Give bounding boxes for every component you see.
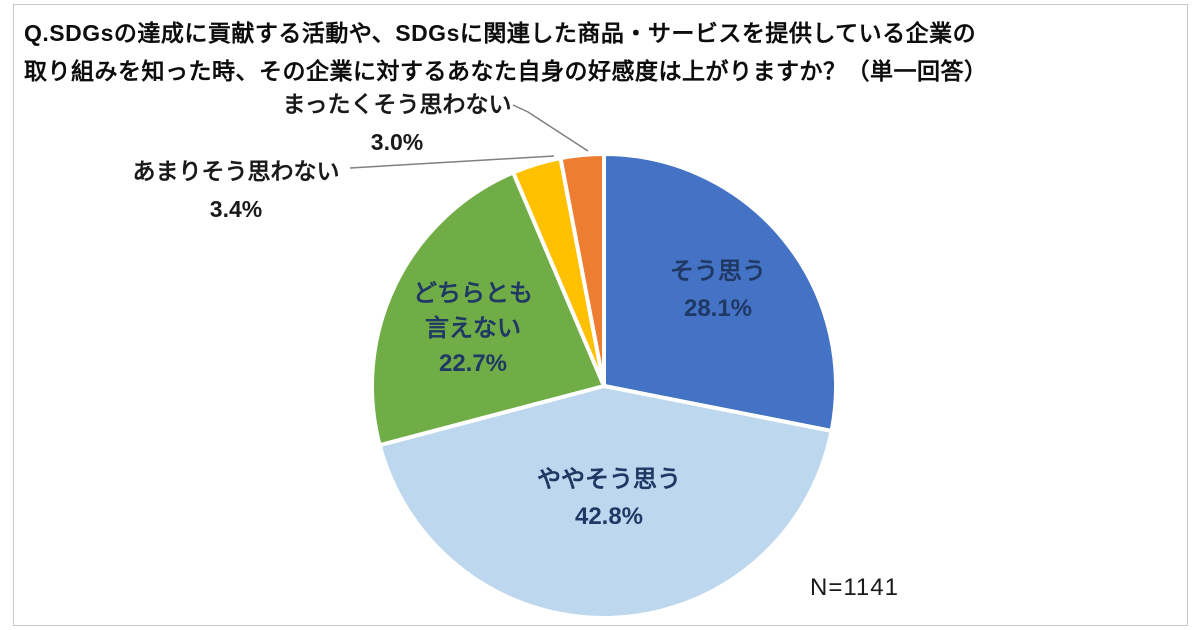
slice-label-pct: 3.4%: [209, 196, 263, 222]
slice-label-pct: 28.1%: [683, 295, 753, 322]
slice-label-text: そう思う: [670, 258, 766, 285]
chart-title: Q.SDGsの達成に貢献する活動や、SDGsに関連した商品・サービスを提供してい…: [24, 14, 988, 90]
slice-label-pct: 3.0%: [370, 129, 424, 155]
chart-title-line-2: 取り組みを知った時、その企業に対するあなた自身の好感度は上がりますか？（単一回答…: [24, 58, 988, 84]
leader-line-mattaku: [512, 104, 589, 152]
pie-slice-0: [602, 152, 838, 433]
slice-label-text: あまりそう思わない: [132, 158, 340, 184]
slice-label-pct: 22.7%: [438, 350, 508, 377]
chart-title-line-1: Q.SDGsの達成に貢献する活動や、SDGsに関連した商品・サービスを提供してい…: [24, 20, 977, 46]
pie-slices: [370, 152, 838, 620]
pie-slice-2: [370, 170, 606, 448]
slice-label-text: ややそう思う: [537, 466, 681, 493]
slice-label-dochiratomo: どちらとも言えない 22.7%: [403, 276, 543, 381]
pie-slice-4: [558, 152, 606, 388]
slice-label-yayasouomou: ややそう思う 42.8%: [509, 461, 709, 535]
slice-label-mattaku: まったくそう思わない 3.0%: [277, 85, 517, 161]
slice-label-text: どちらとも言えない: [413, 280, 533, 342]
leader-line-amari: [349, 155, 555, 169]
pie-slice-1: [377, 384, 834, 620]
sample-size-label: N=1141: [810, 574, 899, 601]
slice-label-amari: あまりそう思わない 3.4%: [126, 152, 346, 228]
slice-label-pct: 42.8%: [574, 503, 644, 530]
slice-label-text: まったくそう思わない: [282, 91, 512, 117]
slice-label-souomou: そう思う 28.1%: [618, 253, 818, 327]
